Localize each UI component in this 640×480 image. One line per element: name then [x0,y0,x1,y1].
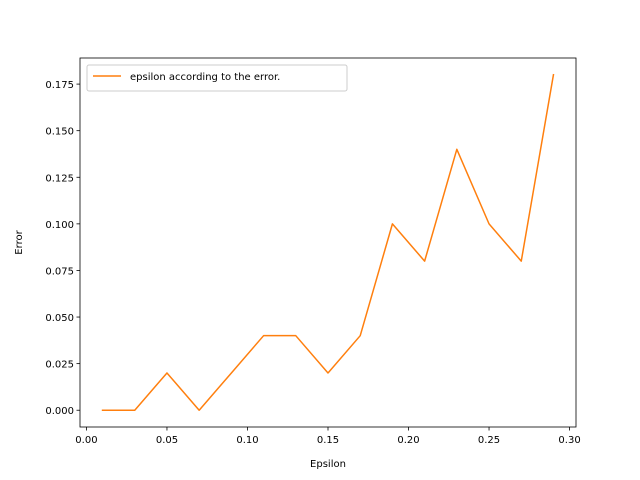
y-tick-label: 0.150 [45,127,74,138]
x-tick-label: 0.10 [236,435,258,446]
x-tick-label: 0.05 [156,435,178,446]
axes-frame [79,57,577,428]
y-axis-ticks: 0.000 0.025 0.050 0.075 0.100 0.125 0.150 0.175 [45,80,80,417]
legend: epsilon according to the error. [86,64,348,92]
y-tick-label: 0.025 [45,360,74,371]
y-tick-label: 0.000 [45,406,74,417]
plot-area [101,73,555,411]
y-tick-label: 0.050 [45,313,74,324]
x-tick-label: 0.00 [75,435,97,446]
legend-box [86,64,348,92]
series-line [101,73,555,411]
x-tick-label: 0.15 [317,435,339,446]
y-tick-label: 0.100 [45,220,74,231]
y-tick-label: 0.175 [45,80,74,91]
x-tick-label: 0.20 [397,435,419,446]
x-tick-label: 0.25 [478,435,500,446]
x-axis-label: Epsilon [310,459,346,470]
y-axis-label: Error [14,229,25,254]
y-tick-label: 0.075 [45,266,74,277]
x-tick-label: 0.30 [558,435,580,446]
y-tick-label: 0.125 [45,173,74,184]
x-axis-ticks: 0.00 0.05 0.10 0.15 0.20 0.25 0.30 [75,427,581,446]
legend-label: epsilon according to the error. [130,72,280,83]
